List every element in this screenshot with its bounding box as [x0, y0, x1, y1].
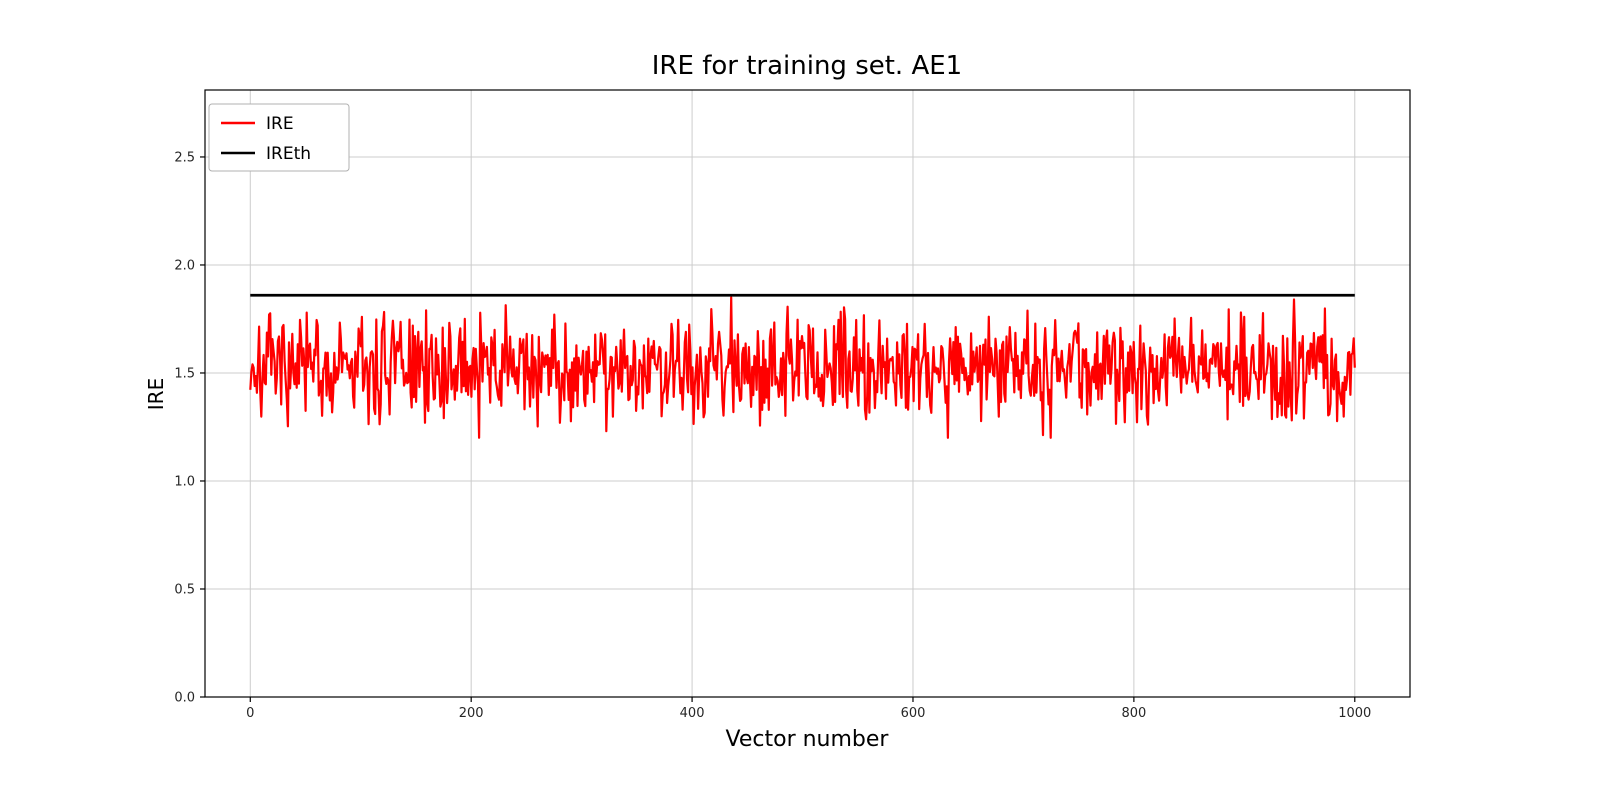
legend-item-ireth: IREth: [221, 144, 311, 164]
x-axis-label: Vector number: [726, 727, 890, 752]
chart-title: IRE for training set. AE1: [652, 51, 962, 81]
x-tick-label: 800: [1121, 706, 1146, 721]
plot-area: [249, 293, 1356, 439]
y-tick-label: 1.5: [174, 366, 195, 381]
legend: IRE IREth: [208, 103, 350, 172]
y-tick-label: 0.5: [174, 582, 195, 597]
legend-item-ire: IRE: [221, 114, 294, 134]
x-tick-label: 400: [680, 706, 705, 721]
ire-line: [249, 296, 1356, 439]
axis-ticks: 0 200 400 600 800 1000 0.0 0.5 1.0 1.5 2.0 2.5: [174, 150, 1371, 721]
x-tick-label: 200: [459, 706, 484, 721]
y-tick-label: 0.0: [174, 691, 195, 706]
legend-label-ireth: IREth: [266, 144, 311, 164]
y-tick-label: 2.0: [174, 258, 195, 273]
legend-label-ire: IRE: [266, 114, 294, 134]
axes-spines: [204, 89, 1411, 698]
y-tick-label: 1.0: [174, 474, 195, 489]
x-tick-label: 1000: [1338, 706, 1371, 721]
y-axis-label: IRE: [144, 378, 168, 410]
x-tick-label: 600: [901, 706, 926, 721]
x-tick-label: 0: [246, 706, 254, 721]
y-tick-label: 2.5: [174, 150, 195, 165]
